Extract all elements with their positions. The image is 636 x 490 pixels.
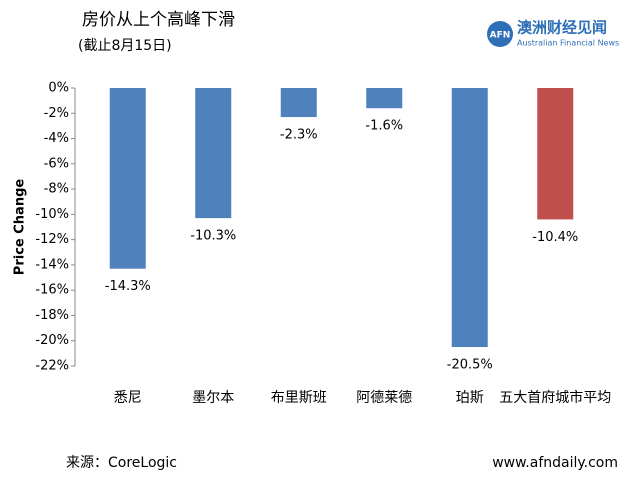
bar [195, 88, 232, 219]
logo-icon [487, 21, 513, 47]
x-tick-label: 阿德莱德 [356, 390, 412, 406]
x-tick-label: 悉尼 [114, 390, 142, 406]
y-axis-label: Price Change [13, 179, 28, 276]
website: www.afndaily.com [492, 455, 618, 471]
y-tick-label: -2% [44, 106, 69, 121]
bar [366, 88, 403, 109]
y-tick-label: -12% [35, 232, 69, 247]
x-tick-label: 墨尔本 [192, 390, 234, 406]
source: 来源：CoreLogic [66, 455, 177, 471]
y-tick-label: -22% [35, 359, 69, 374]
y-tick-label: -6% [44, 156, 69, 171]
y-tick-label: -4% [44, 131, 69, 146]
value-label: -14.3% [105, 279, 151, 294]
x-tick-label: 珀斯 [456, 390, 484, 406]
y-tick-label: -14% [35, 257, 69, 272]
x-tick-label: 五大首府城市平均 [499, 389, 611, 406]
y-tick-label: -10% [35, 207, 69, 222]
logo-english: Australian Financial News [517, 39, 619, 48]
logo-mark: AFN [490, 31, 511, 41]
y-tick-label: -16% [35, 283, 69, 298]
value-label: -10.4% [532, 230, 578, 245]
bar [537, 88, 574, 220]
value-label: -2.3% [280, 128, 318, 143]
y-tick-label: 0% [48, 81, 69, 96]
value-label: -20.5% [447, 358, 493, 373]
value-label: -10.3% [190, 229, 236, 244]
y-tick-label: -8% [44, 182, 69, 197]
bar [109, 88, 146, 269]
chart-title: 房价从上个高峰下滑 [82, 10, 235, 30]
y-tick-label: -18% [35, 308, 69, 323]
bar [280, 88, 317, 118]
bar [451, 88, 488, 348]
y-tick-label: -20% [35, 333, 69, 348]
logo-name: 澳洲财经见闻 [517, 19, 607, 37]
value-label: -1.6% [365, 119, 403, 134]
x-tick-label: 布里斯班 [271, 390, 327, 406]
chart-subtitle: (截止8月15日) [78, 38, 172, 54]
